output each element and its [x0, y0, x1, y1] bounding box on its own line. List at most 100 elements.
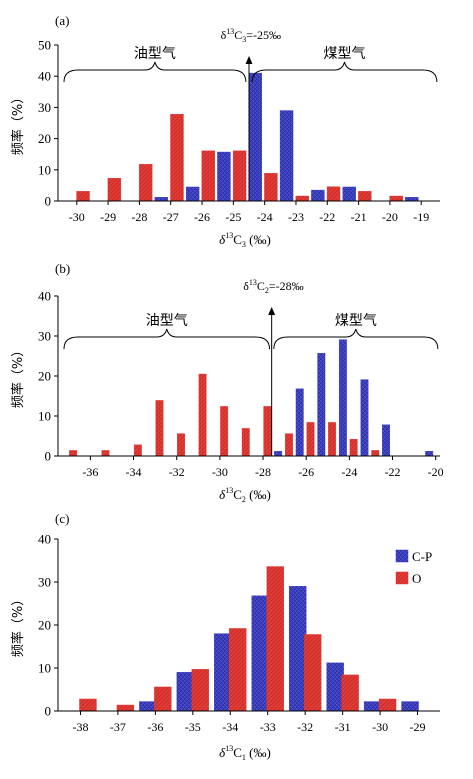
bracket-1	[273, 328, 439, 350]
bar-cp-4	[288, 586, 307, 712]
bar-o-1	[101, 450, 110, 457]
x-tick-label: -32	[297, 720, 313, 734]
legend-swatch-o	[395, 571, 409, 585]
y-tick-label: 50	[38, 38, 51, 53]
x-tick-label: -30	[69, 210, 85, 224]
y-tick-label: 40	[38, 532, 51, 547]
bar-cp-6	[425, 451, 434, 457]
bar-o-3	[155, 400, 164, 457]
legend-label: O	[412, 571, 421, 586]
bar-o-2	[133, 444, 142, 457]
bar-o-0	[76, 191, 90, 202]
y-tick-label: 20	[38, 369, 51, 384]
x-tick-label: -19	[413, 210, 429, 224]
bar-cp-5	[382, 424, 390, 457]
x-tick-label: -28	[255, 465, 271, 479]
x-tick-label: -26	[194, 210, 210, 224]
x-tick-label: -29	[410, 720, 426, 734]
x-tick-label: -37	[110, 720, 126, 734]
bracket-label: 煤型气	[335, 313, 377, 329]
bar-o-8	[378, 698, 397, 712]
x-tick-label: -33	[260, 720, 276, 734]
bar-o-9	[358, 191, 372, 202]
y-tick-label: 0	[45, 194, 52, 209]
bar-o-1	[107, 178, 122, 202]
bracket-1	[251, 61, 438, 83]
bar-o-6	[264, 173, 278, 202]
bracket-0	[63, 61, 247, 83]
x-tick-label: -31	[335, 720, 351, 734]
x-tick-label: -30	[372, 720, 388, 734]
y-axis-label: 频率（%）	[10, 344, 26, 408]
bracket-label: 油型气	[146, 313, 188, 329]
bar-cp-0	[274, 451, 283, 457]
y-tick-label: 10	[38, 162, 51, 177]
y-tick-label: 30	[38, 329, 51, 344]
x-tick-label: -24	[341, 465, 357, 479]
x-tick-label: -36	[147, 720, 163, 734]
bar-o-3	[191, 669, 210, 712]
bar-cp-2	[317, 353, 326, 457]
bar-o-0	[69, 450, 78, 457]
bar-o-6	[303, 634, 322, 712]
bar-cp-1	[176, 672, 195, 712]
bar-o-5	[232, 150, 247, 202]
x-tick-label: -20	[382, 210, 398, 224]
bar-o-3	[170, 114, 184, 202]
bar-o-12	[349, 439, 358, 457]
bar-cp-2	[217, 151, 231, 202]
y-tick-label: 20	[38, 618, 51, 633]
bar-cp-5	[311, 189, 325, 202]
x-tick-label: -25	[225, 210, 241, 224]
bar-o-4	[201, 150, 216, 202]
bar-o-13	[371, 450, 380, 457]
y-tick-label: 40	[38, 69, 51, 84]
bar-o-1	[116, 704, 135, 712]
bar-cp-1	[295, 388, 304, 457]
y-axis-label: 频率（%）	[10, 593, 26, 657]
y-tick-label: 30	[38, 100, 51, 115]
bar-o-7	[295, 195, 309, 202]
panel-label: (a)	[55, 13, 69, 28]
legend: C-P O	[395, 549, 432, 586]
x-axis-label: δ13C1 (‰)	[219, 744, 271, 762]
bar-o-5	[198, 373, 207, 457]
bracket-label: 油型气	[134, 46, 176, 62]
x-tick-label: -27	[163, 210, 179, 224]
divider-arrow-head	[268, 307, 276, 315]
divider-label: δ13C3=-25‰	[221, 27, 281, 44]
bracket-0	[63, 328, 271, 350]
bar-cp-3	[248, 72, 262, 202]
x-tick-label: -22	[385, 465, 401, 479]
x-tick-label: -21	[351, 210, 367, 224]
y-tick-label: 10	[38, 409, 51, 424]
bar-o-4	[177, 433, 185, 457]
bar-o-0	[79, 698, 97, 712]
x-tick-label: -20	[428, 465, 444, 479]
bar-o-2	[138, 163, 153, 202]
panel-label: (c)	[55, 511, 69, 526]
x-tick-label: -28	[131, 210, 147, 224]
bar-cp-0	[139, 701, 157, 712]
bar-o-2	[154, 686, 172, 712]
y-tick-label: 10	[38, 661, 51, 676]
bar-o-5	[266, 566, 284, 712]
x-axis-label: δ13C3 (‰)	[219, 231, 271, 249]
divider-label: δ13C2=-28‰	[243, 278, 303, 295]
bar-o-9	[284, 433, 293, 457]
bar-cp-6	[363, 701, 382, 712]
y-tick-label: 0	[45, 449, 52, 464]
x-tick-label: -34	[126, 465, 142, 479]
bar-cp-4	[360, 379, 369, 457]
x-tick-label: -24	[257, 210, 273, 224]
bar-cp-0	[154, 197, 169, 202]
bar-o-7	[241, 428, 250, 457]
bar-o-8	[263, 406, 272, 457]
bar-cp-1	[185, 186, 200, 202]
x-tick-label: -23	[288, 210, 304, 224]
bar-o-8	[326, 186, 341, 202]
bar-o-7	[341, 674, 359, 712]
bar-cp-3	[338, 339, 347, 457]
legend-swatch-cp	[395, 549, 409, 563]
